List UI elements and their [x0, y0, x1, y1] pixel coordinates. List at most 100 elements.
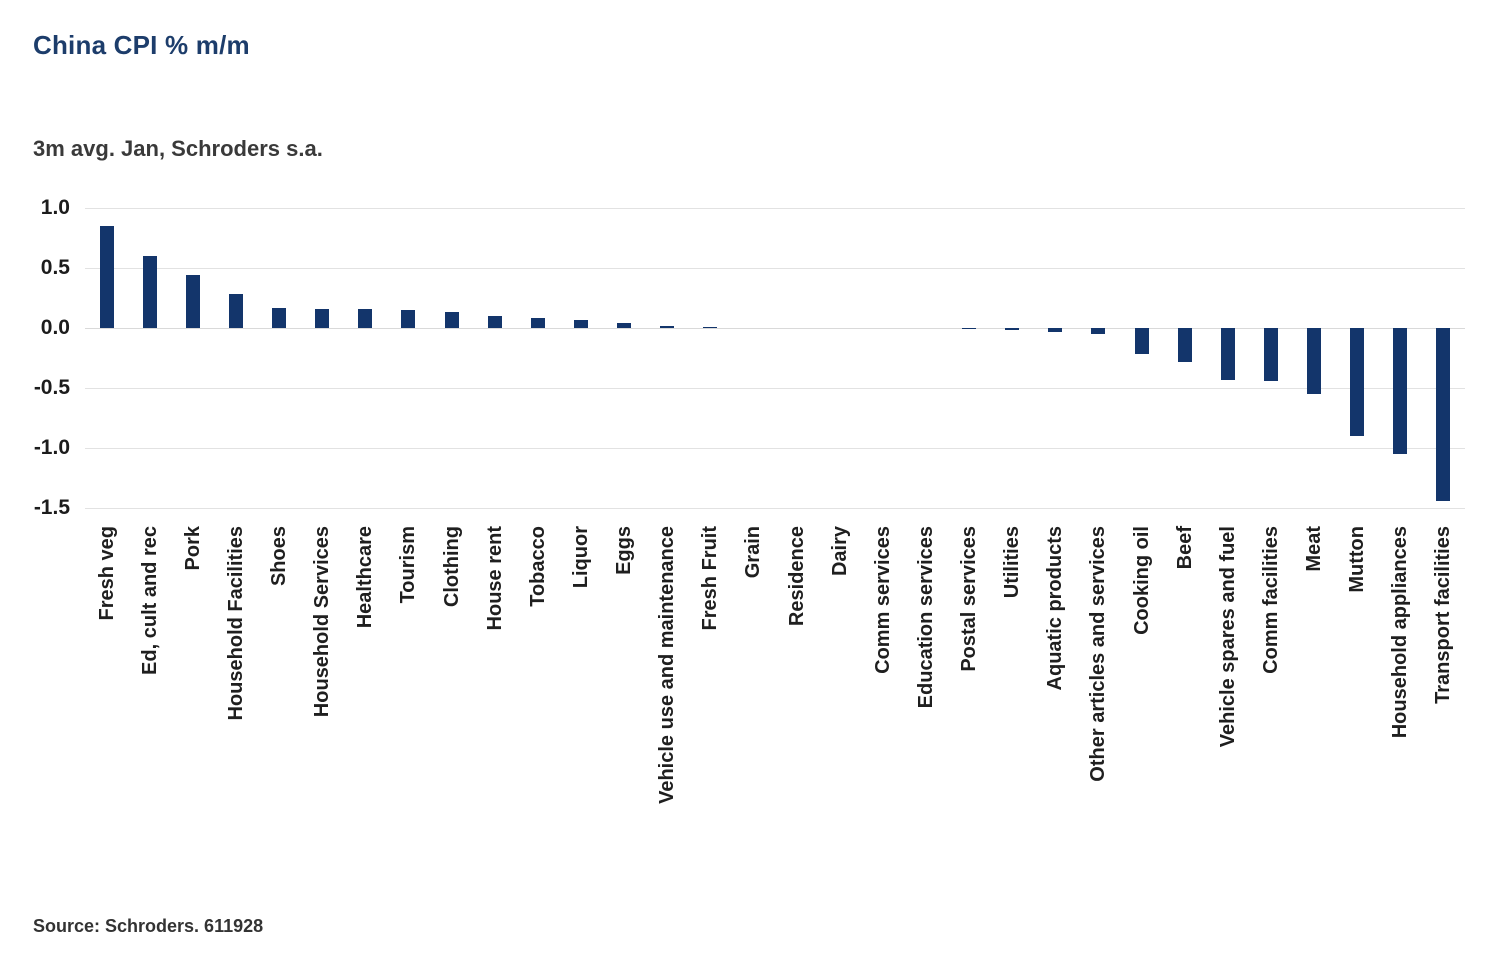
x-label-cell: Pork	[171, 526, 214, 898]
bar-eggs	[617, 323, 632, 328]
bar-slot	[603, 208, 646, 508]
bar-mutton	[1350, 328, 1365, 436]
x-label-cell: Residence	[775, 526, 818, 898]
source-note: Source: Schroders. 611928	[33, 916, 264, 936]
bar-slot	[904, 208, 947, 508]
x-label-pork: Pork	[181, 526, 204, 571]
x-label-education-services: Education services	[914, 526, 937, 709]
bar-slot	[258, 208, 301, 508]
bar-vehicle-spares-and-fuel	[1220, 328, 1235, 380]
gridline--1.5	[85, 508, 1465, 509]
x-label-cooking-oil: Cooking oil	[1130, 526, 1153, 635]
bar-slot	[516, 208, 559, 508]
bar-vehicle-use-and-maintenance	[660, 326, 675, 328]
x-label-healthcare: Healthcare	[354, 526, 377, 629]
bar-aquatic-products	[1048, 328, 1063, 332]
x-label-cell: Healthcare	[344, 526, 387, 898]
bar-shoes	[272, 308, 287, 328]
x-label-cell: Fresh Fruit	[689, 526, 732, 898]
bar-slot	[301, 208, 344, 508]
gridline-0.0	[85, 328, 1465, 329]
x-label-postal-services: Postal services	[958, 526, 981, 672]
bar-tourism	[401, 310, 416, 328]
x-label-cell: Vehicle use and maintenance	[646, 526, 689, 898]
x-label-ed-cult-and-rec: Ed, cult and rec	[138, 526, 161, 675]
y-tick-label--1.5: -1.5	[33, 496, 70, 519]
x-label-household-facilities: Household Facilities	[224, 526, 247, 721]
x-label-other-articles-and-services: Other articles and services	[1087, 526, 1110, 782]
x-label-cell: Household Services	[301, 526, 344, 898]
bar-slot	[646, 208, 689, 508]
x-label-meat: Meat	[1303, 526, 1326, 572]
bar-slot	[1293, 208, 1336, 508]
x-label-cell: Other articles and services	[1077, 526, 1120, 898]
x-label-beef: Beef	[1173, 526, 1196, 570]
bar-fresh-fruit	[703, 327, 718, 328]
x-label-clothing: Clothing	[440, 526, 463, 608]
x-label-tourism: Tourism	[397, 526, 420, 604]
x-label-cell: Grain	[732, 526, 775, 898]
y-tick-label-0.0: 0.0	[40, 316, 70, 339]
bar-household-facilities	[228, 294, 243, 328]
x-label-household-appliances: Household appliances	[1389, 526, 1412, 739]
x-label-cell: Shoes	[258, 526, 301, 898]
x-label-cell: Mutton	[1336, 526, 1379, 898]
bar-comm-facilities	[1263, 328, 1278, 381]
bar-slot	[1120, 208, 1163, 508]
bar-fresh-veg	[99, 226, 114, 328]
x-label-cell: Education services	[904, 526, 947, 898]
x-label-utilities: Utilities	[1001, 526, 1024, 599]
bar-household-appliances	[1393, 328, 1408, 454]
x-label-cell: Utilities	[991, 526, 1034, 898]
x-label-dairy: Dairy	[828, 526, 851, 577]
chart-subtitle: 3m avg. Jan, Schroders s.a.	[33, 136, 323, 161]
bar-transport-facilities	[1436, 328, 1451, 501]
x-label-cell: Clothing	[430, 526, 473, 898]
bar-healthcare	[358, 309, 373, 328]
bar-liquor	[573, 320, 588, 328]
chart-title: China CPI % m/m	[33, 30, 250, 60]
x-label-cell: Dairy	[818, 526, 861, 898]
bar-slot	[1336, 208, 1379, 508]
bar-slot	[473, 208, 516, 508]
x-label-aquatic-products: Aquatic products	[1044, 526, 1067, 691]
gridline-1.0	[85, 208, 1465, 209]
bar-meat	[1307, 328, 1322, 394]
x-label-comm-facilities: Comm facilities	[1259, 526, 1282, 674]
bar-slot	[861, 208, 904, 508]
x-label-fresh-veg: Fresh veg	[95, 526, 118, 621]
bar-beef	[1177, 328, 1192, 362]
x-label-cell: Cooking oil	[1120, 526, 1163, 898]
gridline-0.5	[85, 268, 1465, 269]
x-label-cell: Eggs	[603, 526, 646, 898]
bar-slot	[1422, 208, 1465, 508]
bar-pork	[185, 275, 200, 328]
y-tick-label-0.5: 0.5	[40, 256, 70, 279]
bar-slot	[128, 208, 171, 508]
bar-slot	[732, 208, 775, 508]
bar-slot	[775, 208, 818, 508]
bar-slot	[948, 208, 991, 508]
bar-slot	[559, 208, 602, 508]
x-label-transport-facilities: Transport facilities	[1432, 526, 1455, 704]
x-label-tobacco: Tobacco	[526, 526, 549, 607]
bar-slot	[1249, 208, 1292, 508]
bar-slot	[818, 208, 861, 508]
bar-household-services	[315, 309, 330, 328]
x-label-cell: Tobacco	[516, 526, 559, 898]
x-label-shoes: Shoes	[268, 526, 291, 587]
x-label-vehicle-spares-and-fuel: Vehicle spares and fuel	[1216, 526, 1239, 748]
bar-slot	[1077, 208, 1120, 508]
x-label-cell: Comm services	[861, 526, 904, 898]
bar-other-articles-and-services	[1091, 328, 1106, 334]
bar-slot	[430, 208, 473, 508]
y-tick-label--1.0: -1.0	[33, 436, 70, 459]
x-label-fresh-fruit: Fresh Fruit	[699, 526, 722, 631]
bar-slot	[214, 208, 257, 508]
bar-slot	[1206, 208, 1249, 508]
bar-slot	[689, 208, 732, 508]
y-tick-label--0.5: -0.5	[33, 376, 70, 399]
bar-postal-services	[962, 328, 977, 329]
x-label-residence: Residence	[785, 526, 808, 627]
x-label-cell: Household Facilities	[214, 526, 257, 898]
